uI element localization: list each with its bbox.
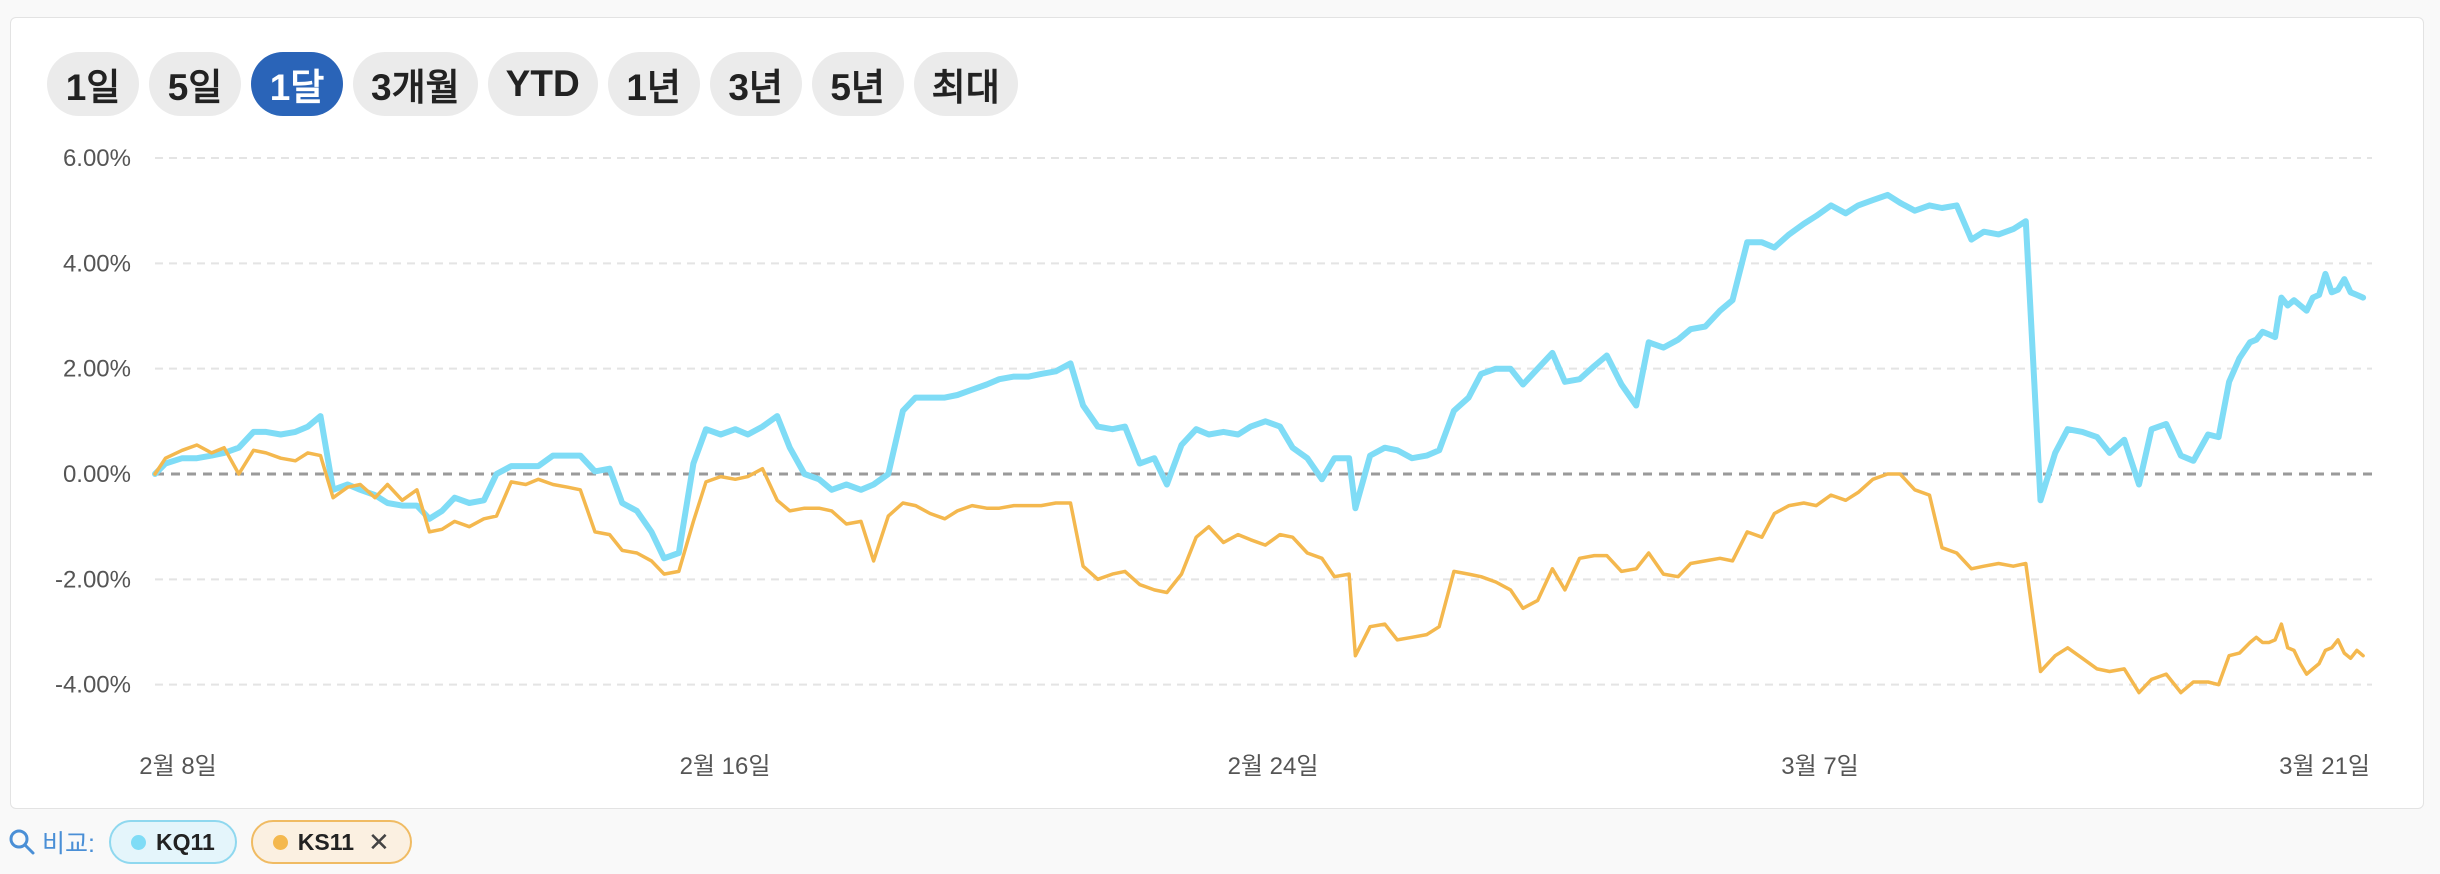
remove-ks11-icon[interactable]: ✕: [368, 826, 390, 857]
range-1d[interactable]: 1일: [47, 52, 139, 116]
x-tick-label: 2월 24일: [1228, 753, 1319, 780]
y-tick-label: 0.00%: [63, 461, 131, 488]
range-1m[interactable]: 1달: [251, 52, 343, 116]
kq11-label: KQ11: [155, 828, 215, 855]
range-selector: 1일 5일 1달 3개월 YTD 1년 3년 5년 최대: [47, 52, 1018, 116]
kq11-color-dot: [130, 834, 146, 850]
range-5d[interactable]: 5일: [149, 52, 241, 116]
chart-card: [10, 17, 2424, 809]
y-tick-label: -2.00%: [55, 566, 131, 593]
range-3m[interactable]: 3개월: [353, 52, 478, 116]
range-3y[interactable]: 3년: [709, 52, 802, 116]
x-tick-label: 2월 16일: [680, 753, 771, 780]
x-tick-label: 2월 8일: [139, 753, 217, 780]
compare-bar: 비교: KQ11 KS11 ✕: [8, 820, 412, 864]
y-tick-label: 4.00%: [63, 250, 131, 277]
compare-chip-kq11[interactable]: KQ11: [108, 820, 237, 864]
y-tick-label: 2.00%: [63, 356, 131, 383]
compare-label: 비교:: [42, 830, 95, 858]
series-line-ks11: [153, 443, 2365, 695]
range-5y[interactable]: 5년: [811, 52, 904, 116]
ks11-color-dot: [272, 834, 288, 850]
series-line-kq11: [152, 191, 2367, 562]
range-ytd[interactable]: YTD: [487, 52, 598, 116]
search-icon: [9, 829, 35, 855]
range-max[interactable]: 최대: [913, 52, 1018, 116]
x-tick-label: 3월 7일: [1781, 753, 1859, 780]
ks11-label: KS11: [297, 828, 355, 855]
range-1y[interactable]: 1년: [607, 52, 700, 116]
x-tick-label: 3월 21일: [2279, 753, 2370, 780]
y-tick-label: 6.00%: [63, 145, 131, 172]
y-tick-label: -4.00%: [55, 672, 131, 699]
compare-chip-ks11[interactable]: KS11 ✕: [250, 820, 412, 864]
compare-search[interactable]: 비교:: [8, 824, 95, 860]
